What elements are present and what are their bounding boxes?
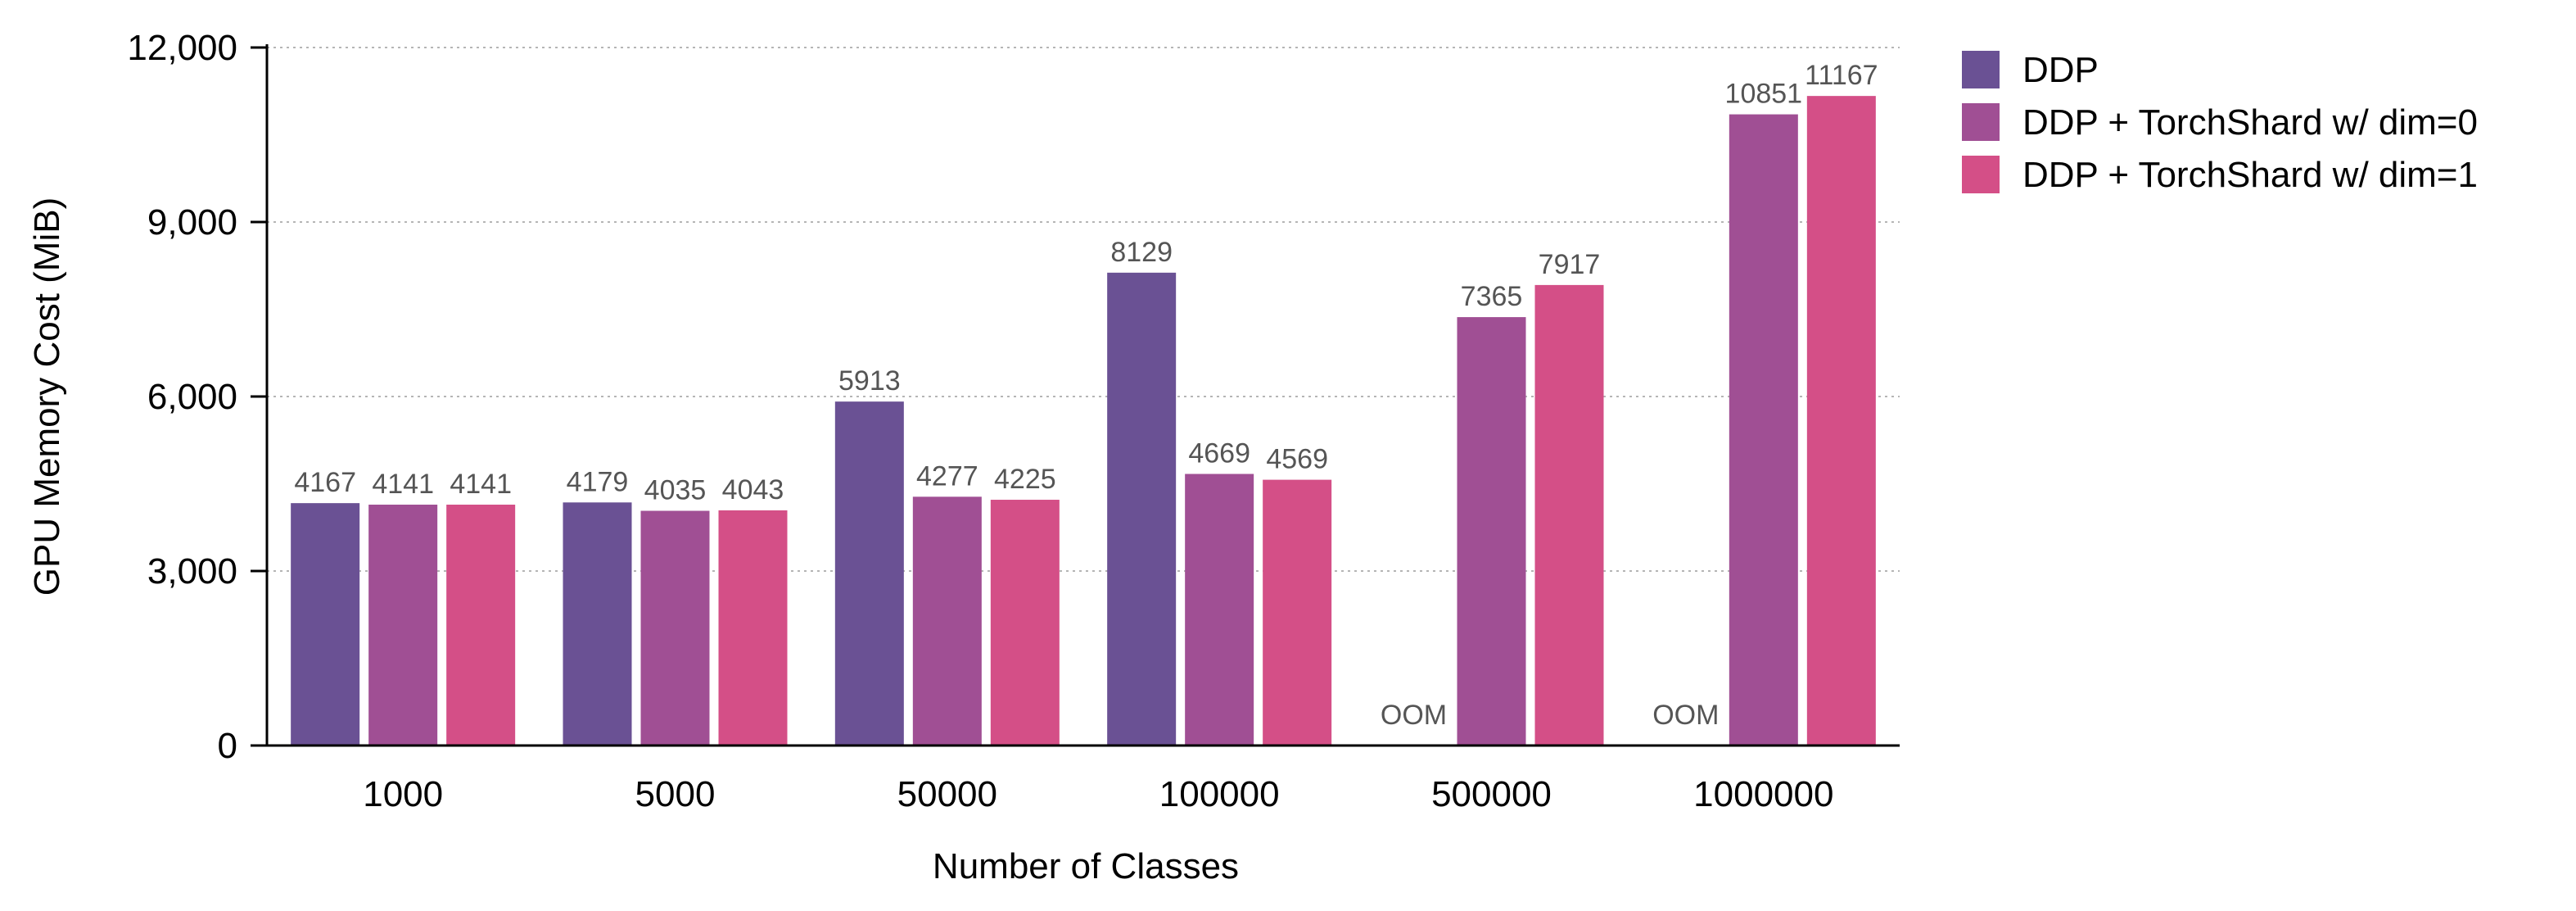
bar xyxy=(1185,474,1254,746)
data-label: 4225 xyxy=(994,464,1056,495)
bar xyxy=(1263,479,1332,746)
bar xyxy=(912,496,982,746)
x-axis-title: Number of Classes xyxy=(933,846,1239,886)
y-tick-label: 9,000 xyxy=(147,202,237,242)
x-tick-labels: 1000 5000 50000 100000 500000 1000000 xyxy=(363,774,1833,814)
x-tick-label: 500000 xyxy=(1431,774,1552,814)
bar xyxy=(718,510,788,746)
legend-swatch xyxy=(1962,103,2000,141)
bar xyxy=(1107,272,1177,746)
bar xyxy=(1534,284,1604,746)
data-labels: 4167 4141 4141 4179 4035 4043 5913 4277 4225 8129… xyxy=(294,60,1878,731)
y-tick-labels: 0 3,000 6,000 9,000 12,000 xyxy=(127,28,237,766)
bar xyxy=(563,502,632,746)
data-label: 11167 xyxy=(1805,60,1878,91)
bar xyxy=(368,504,438,746)
legend-swatch xyxy=(1962,156,2000,193)
bar xyxy=(1806,96,1876,746)
gridlines xyxy=(267,47,1900,572)
data-label: 5913 xyxy=(838,365,901,397)
bar xyxy=(446,504,516,746)
bar xyxy=(640,510,710,746)
bar xyxy=(291,503,360,746)
legend-swatch xyxy=(1962,51,2000,88)
oom-label: OOM xyxy=(1652,700,1719,731)
data-label: 7365 xyxy=(1461,281,1523,312)
legend-label: DDP + TorchShard w/ dim=0 xyxy=(2022,102,2478,143)
y-axis-title: GPU Memory Cost (MiB) xyxy=(27,197,67,596)
y-tick-label: 12,000 xyxy=(127,28,237,68)
data-label: 4035 xyxy=(644,475,707,506)
legend: DDP DDP + TorchShard w/ dim=0 DDP + TorchS… xyxy=(1962,50,2478,195)
x-tick-label: 50000 xyxy=(897,774,997,814)
data-label: 8129 xyxy=(1110,237,1173,268)
data-label: 4569 xyxy=(1266,444,1328,475)
data-label: 4141 xyxy=(372,469,434,500)
bars xyxy=(291,96,1876,746)
data-label: 4277 xyxy=(916,460,978,492)
x-tick-label: 1000000 xyxy=(1693,774,1833,814)
oom-label: OOM xyxy=(1381,700,1447,731)
bar xyxy=(1457,317,1526,746)
axes xyxy=(251,44,1900,747)
data-label: 4669 xyxy=(1188,438,1250,469)
data-label: 4043 xyxy=(722,474,784,505)
data-label: 10851 xyxy=(1725,79,1803,110)
data-label: 4167 xyxy=(294,467,356,498)
x-tick-label: 5000 xyxy=(635,774,716,814)
data-label: 4179 xyxy=(567,466,629,497)
bar xyxy=(834,401,904,746)
legend-label: DDP + TorchShard w/ dim=1 xyxy=(2022,155,2478,195)
y-tick-label: 0 xyxy=(218,726,237,766)
legend-label: DDP xyxy=(2022,50,2099,90)
bar xyxy=(990,500,1060,746)
data-label: 7917 xyxy=(1539,249,1601,280)
x-tick-label: 1000 xyxy=(363,774,443,814)
y-tick-label: 3,000 xyxy=(147,551,237,591)
x-tick-label: 100000 xyxy=(1159,774,1280,814)
y-tick-label: 6,000 xyxy=(147,377,237,417)
data-label: 4141 xyxy=(450,469,512,500)
bar xyxy=(1729,114,1798,746)
